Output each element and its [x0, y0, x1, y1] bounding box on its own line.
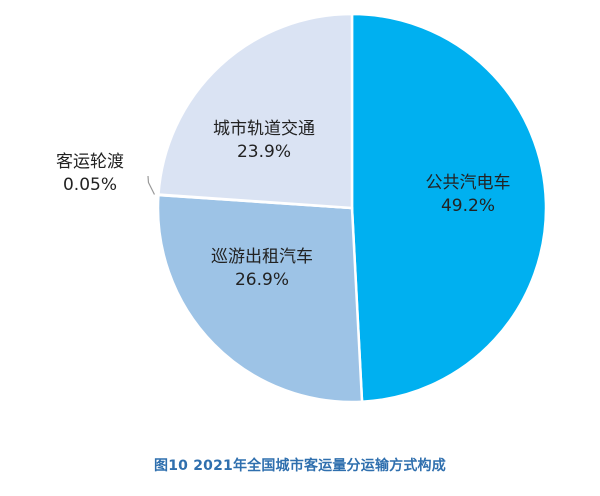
slice-label-1: 公共汽电车: [426, 173, 511, 193]
slice-1: [350, 12, 548, 404]
slice-label-3: 客运轮渡: [56, 152, 124, 172]
leader-line-ferry: [147, 175, 155, 195]
slice-2: [156, 193, 364, 404]
slice-value-2: 26.9%: [235, 270, 289, 290]
slice-value-1: 49.2%: [441, 196, 495, 216]
slice-value-4: 23.9%: [237, 142, 291, 162]
slice-label-2: 巡游出租汽车: [211, 247, 313, 267]
slice-label-4: 城市轨道交通: [213, 119, 315, 139]
figure-caption: 图10 2021年全国城市客运量分运输方式构成: [154, 458, 446, 474]
pie-chart: 公共汽电车 49.2% 巡游出租汽车 26.9% 客运轮渡 0.05% 城市轨道交通 23.9…: [56, 12, 548, 404]
slice-4: [157, 12, 354, 210]
slice-value-3: 0.05%: [63, 175, 117, 195]
